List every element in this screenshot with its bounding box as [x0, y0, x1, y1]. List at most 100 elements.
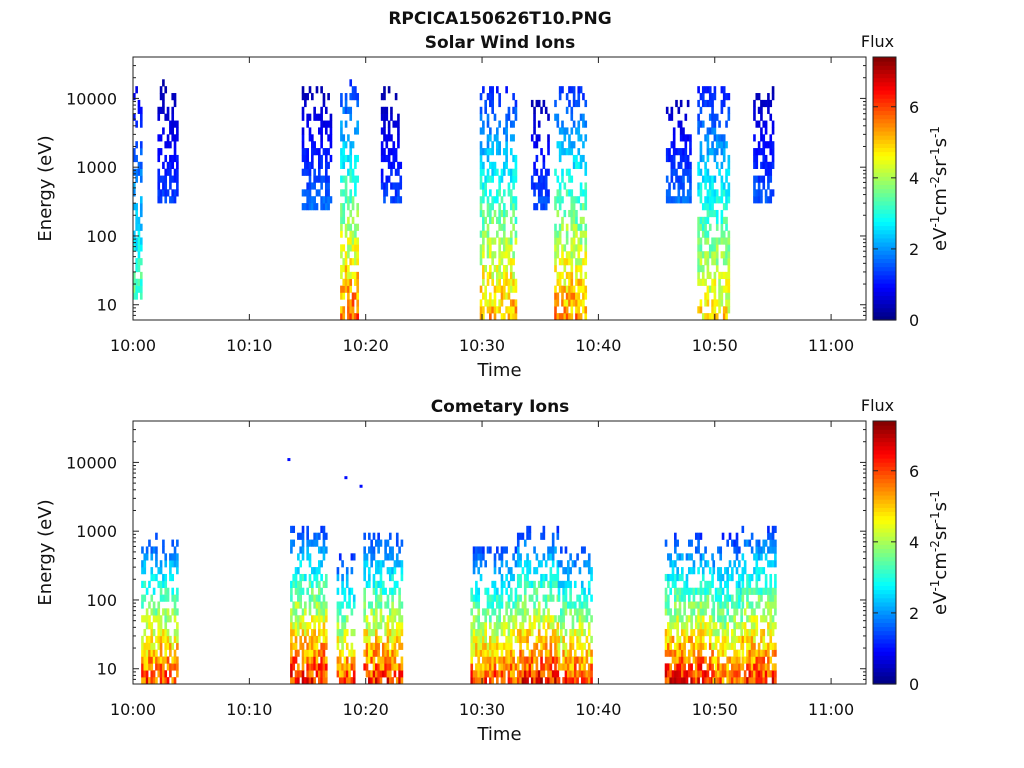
colorbar-step [873, 172, 896, 177]
flux-cell [394, 154, 398, 163]
flux-cell [176, 567, 179, 575]
colorbar-step [873, 540, 896, 545]
flux-cell [169, 663, 172, 671]
colorbar-title: Flux [861, 32, 894, 51]
flux-cell [755, 553, 759, 561]
flux-cell [701, 223, 705, 231]
flux-cell [306, 196, 309, 204]
flux-cell [668, 148, 671, 156]
flux-cell [370, 601, 373, 609]
flux-cell [498, 594, 501, 602]
flux-cell [577, 161, 581, 169]
flux-cell [699, 278, 703, 286]
flux-cell [386, 649, 390, 657]
flux-cell [731, 567, 734, 575]
flux-cell [507, 642, 511, 650]
flux-cell [722, 93, 726, 101]
flux-cell [571, 656, 575, 664]
flux-cell [721, 635, 725, 644]
flux-cell [573, 580, 577, 589]
flux-cell [562, 649, 565, 657]
flux-cell [760, 127, 763, 135]
flux-cell [674, 649, 677, 657]
flux-cell [521, 649, 525, 657]
flux-cell [530, 656, 534, 664]
flux-cell [512, 615, 515, 623]
flux-cell [137, 285, 141, 293]
flux-cell [306, 120, 309, 128]
flux-cell [354, 182, 357, 190]
flux-cell [704, 608, 707, 616]
colorbar-frame [872, 420, 897, 685]
flux-cell [514, 663, 518, 671]
flux-cell [363, 628, 366, 637]
flux-cell [685, 587, 689, 595]
flux-cell [572, 251, 576, 259]
flux-cell [562, 608, 565, 616]
flux-cell [669, 635, 672, 644]
flux-cell [388, 608, 392, 616]
flux-cell [584, 244, 588, 252]
flux-cell [535, 594, 539, 602]
flux-cell [683, 601, 686, 609]
flux-cell [324, 161, 328, 169]
flux-cell [306, 663, 309, 671]
flux-cell [372, 677, 376, 685]
flux-cell [489, 134, 492, 142]
flux-cell [505, 237, 508, 245]
flux-cell [133, 278, 136, 286]
flux-cell [479, 113, 483, 121]
flux-cell [336, 642, 340, 650]
flux-cell [152, 608, 156, 616]
flux-cell [507, 306, 511, 314]
flux-cell [324, 546, 328, 554]
flux-cell [484, 628, 487, 637]
flux-cell [486, 663, 490, 671]
flux-cell [344, 189, 348, 197]
flux-cell [569, 580, 572, 589]
flux-cell [774, 642, 777, 650]
flux-cell [760, 553, 763, 561]
flux-cell [731, 594, 734, 602]
flux-cell [535, 656, 539, 664]
flux-cell [347, 292, 350, 300]
flux-cell [685, 615, 689, 623]
flux-cell [500, 258, 504, 266]
flux-cell [563, 313, 567, 321]
flux-cell [315, 203, 319, 211]
flux-cell [708, 567, 712, 575]
flux-cell [678, 553, 682, 561]
flux-cell [383, 148, 386, 156]
flux-cell [692, 670, 696, 678]
flux-cell [750, 635, 754, 644]
flux-cell [577, 196, 581, 204]
colorbar-step [873, 61, 896, 66]
colorbar-step [873, 143, 896, 149]
flux-cell [582, 141, 585, 149]
flux-cell [329, 134, 333, 142]
flux-cell [558, 313, 562, 321]
flux-cell [311, 203, 314, 211]
flux-cell [169, 127, 172, 135]
flux-cell [704, 168, 707, 176]
flux-cell [699, 141, 703, 149]
flux-cell [498, 93, 501, 101]
flux-cell [336, 622, 340, 630]
flux-cell [682, 196, 685, 204]
flux-cell [472, 567, 476, 575]
flux-cell [694, 663, 698, 671]
flux-cell [315, 567, 319, 575]
flux-cell [571, 601, 575, 609]
flux-cell [491, 258, 494, 266]
flux-cell [169, 553, 172, 561]
flux-cell [512, 209, 515, 218]
flux-cell [711, 120, 714, 128]
flux-cell [771, 93, 775, 101]
flux-cell [572, 209, 576, 218]
flux-cell [349, 278, 353, 286]
flux-cell [512, 677, 515, 685]
flux-cell [308, 656, 312, 664]
flux-cell [348, 663, 351, 671]
flux-cell [694, 601, 698, 609]
flux-cell [556, 113, 560, 121]
